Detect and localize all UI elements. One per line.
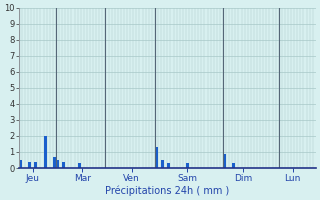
Bar bbox=[56, 160, 59, 168]
Bar bbox=[34, 162, 37, 168]
Bar bbox=[78, 163, 81, 168]
Bar bbox=[44, 136, 47, 168]
Bar bbox=[167, 163, 171, 168]
Bar bbox=[232, 163, 236, 168]
Bar bbox=[223, 154, 226, 168]
Bar bbox=[155, 147, 158, 168]
Bar bbox=[161, 160, 164, 168]
Bar bbox=[53, 157, 56, 168]
Bar bbox=[186, 163, 189, 168]
X-axis label: Précipitations 24h ( mm ): Précipitations 24h ( mm ) bbox=[105, 185, 229, 196]
Bar bbox=[19, 160, 22, 168]
Bar bbox=[62, 162, 65, 168]
Bar bbox=[28, 162, 31, 168]
